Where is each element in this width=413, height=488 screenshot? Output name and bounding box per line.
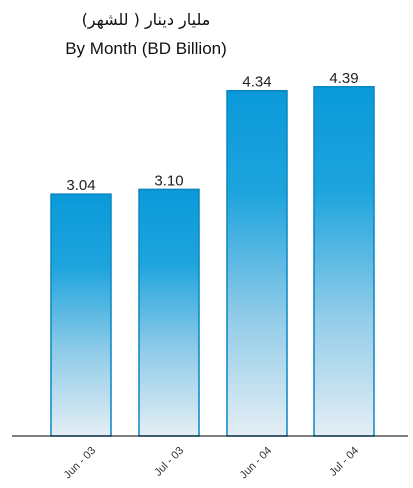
- bar-jul-04: [313, 86, 375, 437]
- bar-jun-04: [226, 89, 288, 437]
- chart-title: By Month (BD Billion): [65, 39, 227, 58]
- value-label: 4.39: [329, 70, 358, 87]
- value-label: 3.10: [154, 172, 183, 189]
- bars-group: [50, 86, 375, 437]
- x-tick-label: Jun - 04: [238, 445, 275, 482]
- x-tick-label: Jul - 04: [327, 445, 361, 479]
- x-tick-label: Jun - 03: [62, 445, 99, 482]
- value-label: 4.34: [242, 74, 271, 91]
- bar-jul-03: [138, 188, 200, 437]
- chart-title-arabic: مليار دينار ( للشهر): [81, 10, 211, 29]
- value-label: 3.04: [66, 177, 95, 194]
- x-tick-label: Jul - 03: [152, 445, 186, 479]
- bar-jun-03: [50, 193, 112, 437]
